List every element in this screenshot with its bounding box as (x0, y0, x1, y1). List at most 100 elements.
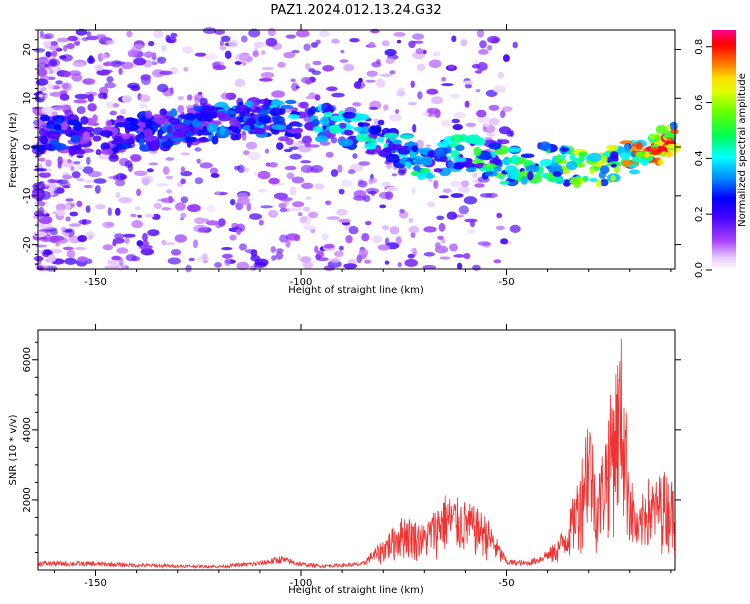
spectrogram-noise-cell (381, 181, 391, 187)
spectrogram-noise-cell (271, 90, 285, 98)
spectrogram-noise-cell (139, 103, 148, 109)
spectrogram-noise-cell (331, 92, 345, 98)
spectrogram-noise-cell (330, 257, 341, 264)
spectrogram-signal-cell (488, 142, 502, 150)
spectrogram-noise-cell (157, 56, 167, 64)
spectrogram-signal-cell (125, 117, 136, 122)
spectrogram-signal-cell (609, 151, 619, 159)
spectrogram-noise-cell (140, 248, 154, 256)
spectrogram-noise-cell (383, 104, 389, 111)
spectrogram-noise-cell (325, 200, 332, 206)
spectrogram-noise-cell (180, 152, 191, 156)
spectrogram-signal-cell (653, 134, 661, 141)
spectrogram-noise-cell (236, 228, 242, 235)
spectrogram-noise-cell (298, 212, 303, 217)
spectrogram-noise-cell (488, 104, 500, 111)
spectrogram-signal-cell (382, 147, 392, 152)
spectrogram-noise-cell (45, 182, 58, 192)
spectrogram-noise-cell (399, 208, 405, 214)
spectrogram-noise-cell (385, 191, 394, 200)
spectrogram-noise-cell (153, 202, 162, 209)
spectrogram-noise-cell (214, 29, 226, 35)
spectrogram-noise-cell (140, 175, 154, 183)
spectrogram-noise-cell (476, 62, 488, 71)
spectrogram-signal-cell (197, 117, 211, 122)
spectrogram-signal-cell (342, 111, 357, 119)
spectrogram-noise-cell (40, 87, 47, 91)
spectrogram-noise-cell (365, 187, 379, 194)
spectrogram-noise-cell (102, 221, 114, 229)
spectrogram-noise-cell (59, 93, 70, 101)
spectrogram-noise-cell (86, 31, 92, 37)
spectrogram-noise-cell (144, 213, 155, 218)
spectrogram-signal-cell (479, 167, 494, 172)
spectrogram-noise-cell (87, 93, 94, 102)
spectrogram-signal-cell (511, 170, 519, 180)
spectrogram-noise-cell (70, 165, 75, 172)
spectrogram-signal-cell (285, 99, 297, 105)
spectrogram-noise-cell (56, 37, 70, 43)
spectrogram-noise-cell (427, 178, 433, 182)
spectrogram-noise-cell (47, 83, 54, 90)
colorbar-tick-label: 0.4 (694, 150, 705, 166)
spectrogram-noise-cell (77, 256, 88, 263)
spectrogram-noise-cell (347, 169, 356, 175)
spectrogram-noise-cell (245, 141, 258, 150)
spectrogram-noise-cell (391, 173, 398, 177)
spectrogram-noise-cell (115, 61, 126, 65)
spectrogram-noise-cell (285, 34, 296, 39)
spectrogram-noise-cell (66, 249, 76, 259)
spectrogram-signal-cell (606, 144, 619, 151)
spectrogram-signal-cell (562, 179, 571, 187)
spectrogram-signal-cell (197, 129, 203, 137)
spectrogram-peak-cell (665, 143, 679, 149)
spectrogram-noise-cell (268, 209, 279, 218)
spectrogram-signal-cell (288, 114, 300, 120)
spectrogram-noise-cell (303, 225, 317, 231)
spectrogram-signal-cell (235, 131, 242, 141)
snr-x-tick-label: -100 (290, 578, 313, 589)
spectrogram-y-tick-label: -10 (22, 188, 33, 204)
spectrogram-noise-cell (142, 232, 148, 242)
spectrogram-noise-cell (125, 254, 137, 262)
spectrogram-noise-cell (111, 255, 122, 261)
spectrogram-signal-cell (578, 151, 588, 157)
spectrogram-noise-cell (38, 206, 44, 215)
spectrogram-noise-cell (237, 164, 245, 174)
spectrogram-noise-cell (85, 35, 100, 41)
spectrogram-noise-cell (71, 171, 81, 179)
spectrogram-noise-cell (221, 247, 233, 251)
snr-series-line (37, 338, 676, 569)
snr-panel: -150 -100 -50 2000 4000 6000 Height of strai… (8, 324, 681, 596)
spectrogram-noise-cell (485, 192, 498, 199)
spectrogram-noise-cell (415, 139, 424, 149)
spectrogram-noise-cell (133, 170, 148, 177)
spectrogram-noise-cell (257, 188, 267, 193)
spectrogram-noise-cell (57, 156, 63, 165)
spectrogram-noise-cell (446, 211, 458, 220)
spectrogram-noise-cell (449, 180, 462, 188)
spectrogram-noise-cell (308, 92, 316, 100)
spectrogram-noise-cell (393, 32, 406, 37)
spectrogram-noise-cell (130, 213, 137, 218)
snr-y-ticks: 2000 4000 6000 (22, 341, 681, 553)
spectrogram-noise-cell (475, 89, 481, 93)
spectrogram-signal-cell (589, 177, 598, 183)
spectrogram-noise-cell (49, 91, 63, 97)
spectrogram-noise-cell (104, 265, 119, 270)
spectrogram-noise-cell (428, 107, 440, 114)
spectrogram-noise-cell (476, 109, 487, 118)
colorbar-tick-label: 0.8 (694, 39, 705, 55)
spectrogram-noise-cell (74, 93, 89, 100)
spectrogram-signal-cell (219, 124, 226, 135)
spectrogram-noise-cell (76, 106, 86, 115)
spectrogram-noise-cell (279, 207, 288, 213)
spectrogram-peak-cell (635, 151, 644, 158)
spectrogram-signal-cell (450, 149, 460, 159)
spectrogram-signal-cell (124, 126, 131, 134)
spectrogram-noise-cell (74, 246, 87, 251)
spectrogram-noise-cell (310, 164, 324, 173)
spectrogram-noise-cell (261, 50, 266, 55)
spectrogram-noise-cell (478, 49, 489, 55)
spectrogram-noise-cell (453, 254, 466, 258)
